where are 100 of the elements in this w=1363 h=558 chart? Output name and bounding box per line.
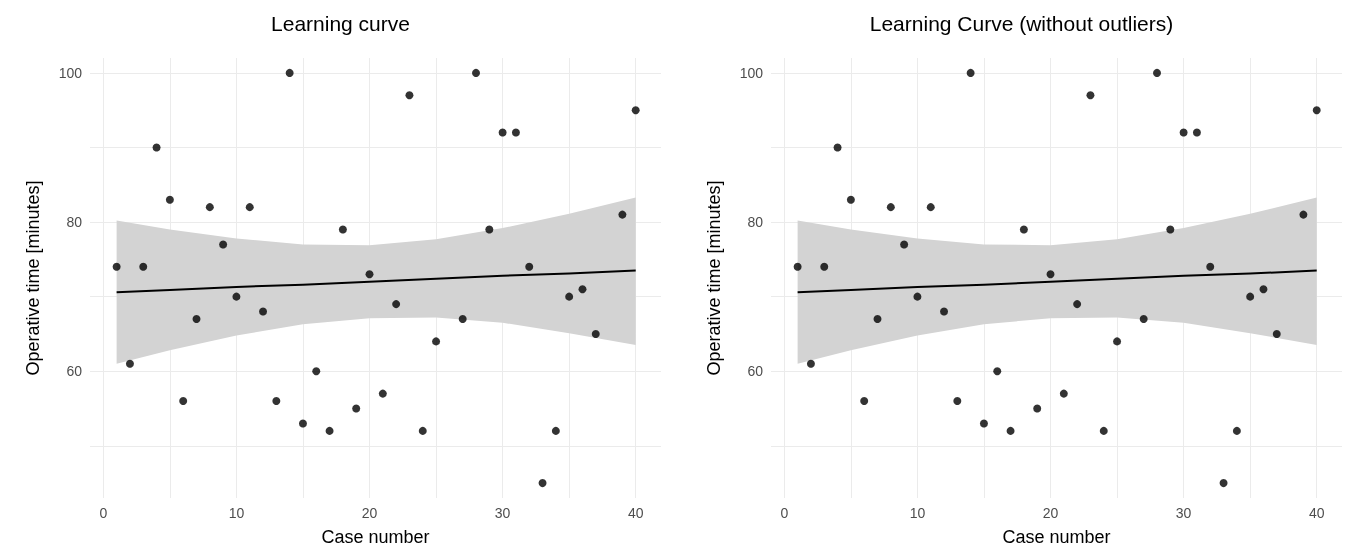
- point: [793, 262, 802, 271]
- point: [139, 262, 148, 271]
- point: [205, 203, 214, 212]
- point: [940, 307, 949, 316]
- point: [232, 292, 241, 301]
- point: [418, 426, 427, 435]
- point: [1272, 329, 1281, 338]
- point: [1179, 128, 1188, 137]
- point: [1246, 292, 1255, 301]
- point: [352, 404, 361, 413]
- point: [325, 426, 334, 435]
- x-tick-label: 40: [1308, 505, 1325, 521]
- point: [1206, 262, 1215, 271]
- y-axis-title: Operative time [minutes]: [23, 180, 43, 376]
- x-tick-label: 30: [494, 505, 511, 521]
- point: [378, 389, 387, 398]
- line-series: [796, 269, 1318, 294]
- point: [966, 68, 975, 77]
- x-tick-label: 0: [780, 505, 789, 521]
- point: [833, 143, 842, 152]
- x-axis-title: Case number: [321, 527, 430, 547]
- y-tick-label: 100: [739, 64, 764, 81]
- x-tick-label: 20: [361, 505, 378, 521]
- point: [165, 195, 174, 204]
- point: [993, 367, 1002, 376]
- x-tick-label: 40: [627, 505, 644, 521]
- point: [112, 262, 121, 271]
- point: [913, 292, 922, 301]
- point: [125, 359, 134, 368]
- point: [179, 397, 188, 406]
- y-tick-label: 60: [66, 363, 83, 380]
- chart-title: Learning curve: [271, 12, 410, 35]
- y-tick-label: 80: [747, 214, 764, 231]
- point: [525, 262, 534, 271]
- point: [1153, 68, 1161, 77]
- y-tick-label: 100: [58, 64, 83, 81]
- point: [1086, 91, 1095, 100]
- point: [405, 91, 414, 100]
- point: [338, 225, 347, 234]
- point: [1192, 128, 1201, 137]
- point: [806, 359, 815, 368]
- point: [1232, 426, 1241, 435]
- point: [1033, 404, 1042, 413]
- point: [618, 210, 627, 219]
- line-series: [115, 269, 637, 294]
- point: [551, 426, 560, 435]
- x-tick-label: 0: [99, 505, 108, 521]
- point: [1099, 426, 1108, 435]
- point: [285, 68, 294, 77]
- point: [312, 367, 321, 376]
- x-axis-title: Case number: [1002, 527, 1111, 547]
- point: [1299, 210, 1308, 219]
- point: [631, 106, 640, 115]
- point: [1019, 225, 1028, 234]
- point: [245, 203, 254, 212]
- y-axis-title: Operative time [minutes]: [704, 180, 724, 376]
- x-tick-label: 10: [909, 505, 926, 521]
- point: [1219, 479, 1228, 488]
- point: [846, 195, 855, 204]
- point: [860, 397, 869, 406]
- point: [472, 68, 480, 77]
- point: [1139, 315, 1148, 324]
- point: [458, 315, 467, 324]
- chart-title: Learning Curve (without outliers): [869, 12, 1174, 35]
- point: [498, 128, 507, 137]
- point: [432, 337, 441, 346]
- point: [1259, 285, 1268, 294]
- point: [1113, 337, 1122, 346]
- point: [1006, 426, 1015, 435]
- y-tick-label: 80: [66, 214, 83, 231]
- point: [591, 329, 600, 338]
- point: [511, 128, 520, 137]
- point: [900, 240, 909, 249]
- x-tick-label: 20: [1042, 505, 1059, 521]
- y-tick-label: 60: [747, 363, 764, 380]
- point: [365, 270, 374, 279]
- point: [538, 479, 547, 488]
- point: [1312, 106, 1321, 115]
- point: [1059, 389, 1068, 398]
- point: [1166, 225, 1175, 234]
- x-tick-label: 10: [228, 505, 245, 521]
- point: [886, 203, 895, 212]
- point: [1046, 270, 1055, 279]
- point: [1073, 300, 1082, 309]
- point: [152, 143, 161, 152]
- point: [926, 203, 935, 212]
- point: [578, 285, 587, 294]
- point: [219, 240, 228, 249]
- point: [392, 300, 401, 309]
- point: [953, 397, 962, 406]
- point: [873, 315, 882, 324]
- point: [565, 292, 574, 301]
- point: [259, 307, 268, 316]
- point: [192, 315, 201, 324]
- x-tick-label: 30: [1175, 505, 1192, 521]
- point: [979, 419, 988, 428]
- point: [820, 262, 829, 271]
- point: [485, 225, 494, 234]
- point: [272, 397, 281, 406]
- point: [298, 419, 307, 428]
